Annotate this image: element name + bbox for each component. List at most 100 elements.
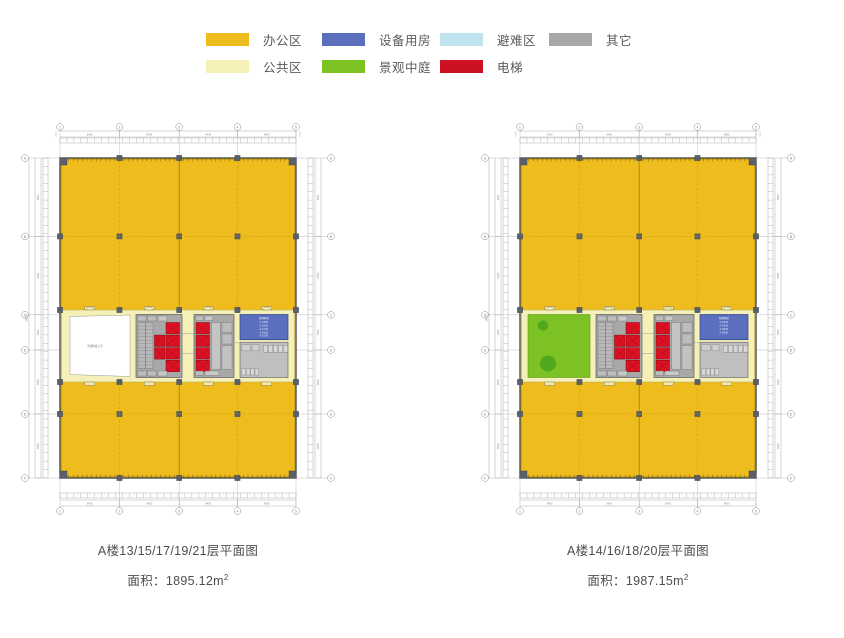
core-block-west[interactable]	[135, 314, 183, 378]
svg-text:E: E	[790, 413, 793, 417]
elevator-cell[interactable]	[655, 360, 670, 372]
structural-column	[517, 379, 523, 385]
elevator-cell[interactable]	[655, 334, 670, 347]
elevator-cell[interactable]	[165, 347, 180, 360]
structural-column	[636, 475, 642, 481]
elevator-cell[interactable]	[614, 334, 626, 347]
structural-column	[753, 379, 759, 385]
svg-text:2: 2	[579, 510, 581, 514]
door-swing	[261, 306, 272, 311]
svg-text:8400: 8400	[205, 501, 211, 505]
service-room	[195, 370, 204, 376]
svg-text:E: E	[484, 413, 487, 417]
grid-bubble: 5	[292, 123, 300, 131]
structural-column	[116, 307, 123, 313]
corridor-connectors	[182, 333, 240, 354]
svg-text:D: D	[790, 349, 793, 353]
svg-text:5: 5	[295, 126, 297, 130]
office-doors[interactable]	[84, 306, 272, 386]
caption-left: A楼13/15/17/19/21层平面图 面积：1895.12m2	[8, 540, 348, 589]
landscape-atrium[interactable]	[527, 314, 591, 378]
structural-column	[636, 379, 642, 385]
structural-column	[694, 155, 701, 161]
grid-bubble: 5	[292, 507, 300, 515]
elevator-cell[interactable]	[195, 334, 210, 347]
service-room	[597, 370, 607, 377]
structural-column	[694, 475, 701, 481]
elevator-cell[interactable]	[165, 334, 180, 347]
landscape-atrium[interactable]: 景观中庭上空	[69, 314, 131, 377]
legend-swatch-equipment-room	[322, 33, 365, 46]
grid-bubble: B	[21, 232, 29, 241]
core-block-east[interactable]	[653, 314, 695, 378]
equipment-room-code: A-14001	[719, 321, 729, 324]
door-swing	[144, 306, 155, 311]
office-block-south	[519, 381, 757, 479]
corner-pier	[519, 157, 528, 166]
svg-text:8400: 8400	[146, 132, 152, 136]
service-room	[664, 370, 680, 376]
svg-text:8400: 8400	[316, 194, 320, 200]
service-room	[607, 315, 617, 322]
elevator-cell[interactable]	[625, 334, 640, 347]
core-block-east[interactable]	[193, 314, 235, 378]
svg-text:B: B	[24, 235, 27, 239]
core-block-west[interactable]	[595, 314, 643, 378]
structural-column	[234, 475, 241, 481]
grid-bubble: E	[327, 410, 335, 418]
structural-column	[116, 475, 123, 481]
elevator-cell[interactable]	[625, 322, 640, 335]
svg-text:C: C	[484, 314, 487, 318]
service-room	[157, 370, 168, 377]
svg-text:2: 2	[119, 510, 121, 514]
svg-text:5: 5	[755, 510, 757, 514]
elevator-cell[interactable]	[614, 347, 626, 360]
legend: 办公区 设备用房 避难区 其它 公共区 景观中庭 电梯	[206, 26, 646, 80]
structural-column	[636, 307, 642, 313]
service-room	[607, 370, 617, 377]
svg-text:C: C	[330, 314, 333, 318]
svg-text:8400: 8400	[264, 132, 270, 136]
structural-column	[753, 411, 759, 417]
elevator-cell[interactable]	[165, 322, 180, 335]
svg-text:4: 4	[697, 126, 699, 130]
office-doors[interactable]	[544, 306, 732, 386]
elevator-cell[interactable]	[625, 360, 640, 372]
door-swing	[84, 306, 95, 311]
dimension-chains: 8400 8400 8400 8400 8400 8400 8400 8400 8400 8400…	[485, 130, 782, 507]
structural-column	[293, 379, 299, 385]
corridor-connectors	[642, 333, 700, 354]
grid-bubble: D	[787, 346, 795, 354]
elevator-cell[interactable]	[154, 347, 166, 360]
elevator-cell[interactable]	[195, 360, 210, 372]
floor-plan-right[interactable]: 1 1 2 2 3 3 4 4 5 5 A A B B C C D D E E F F 8400 8400 8400 8400 84…	[468, 112, 808, 522]
service-room	[147, 315, 157, 322]
legend-item-equipment-room: 设备用房	[322, 30, 440, 49]
svg-text:8400: 8400	[496, 272, 500, 278]
legend-item-landscape-atrium: 景观中庭	[322, 57, 440, 76]
elevator-cell[interactable]	[195, 347, 210, 360]
legend-label-other-area: 其它	[606, 34, 633, 48]
service-room	[157, 315, 168, 322]
svg-text:8400: 8400	[547, 501, 553, 505]
structural-column	[234, 379, 241, 385]
elevator-cell[interactable]	[154, 334, 166, 347]
grid-bubble: 2	[115, 507, 124, 515]
elevator-cell[interactable]	[655, 347, 670, 360]
elevator-cell[interactable]	[625, 347, 640, 360]
door-swing	[544, 306, 555, 311]
elevator-cell[interactable]	[165, 360, 180, 372]
atrium-green-fill	[527, 314, 591, 378]
legend-swatch-office-area	[206, 33, 249, 46]
corner-piers	[59, 157, 297, 479]
atrium-void	[69, 314, 131, 377]
elevator-cell[interactable]	[195, 322, 210, 335]
elevator-cell[interactable]	[655, 322, 670, 335]
svg-text:A: A	[330, 157, 333, 161]
equipment-room-fill	[699, 314, 749, 341]
floor-plan-left[interactable]: 1 1 2 2 3 3 4 4 5 5 A A B B C C D D E E F F 8400 8400 8400 8400 84…	[8, 112, 348, 522]
legend-swatch-other-area	[549, 33, 592, 46]
equipment-room-code: A-13001	[259, 321, 269, 324]
